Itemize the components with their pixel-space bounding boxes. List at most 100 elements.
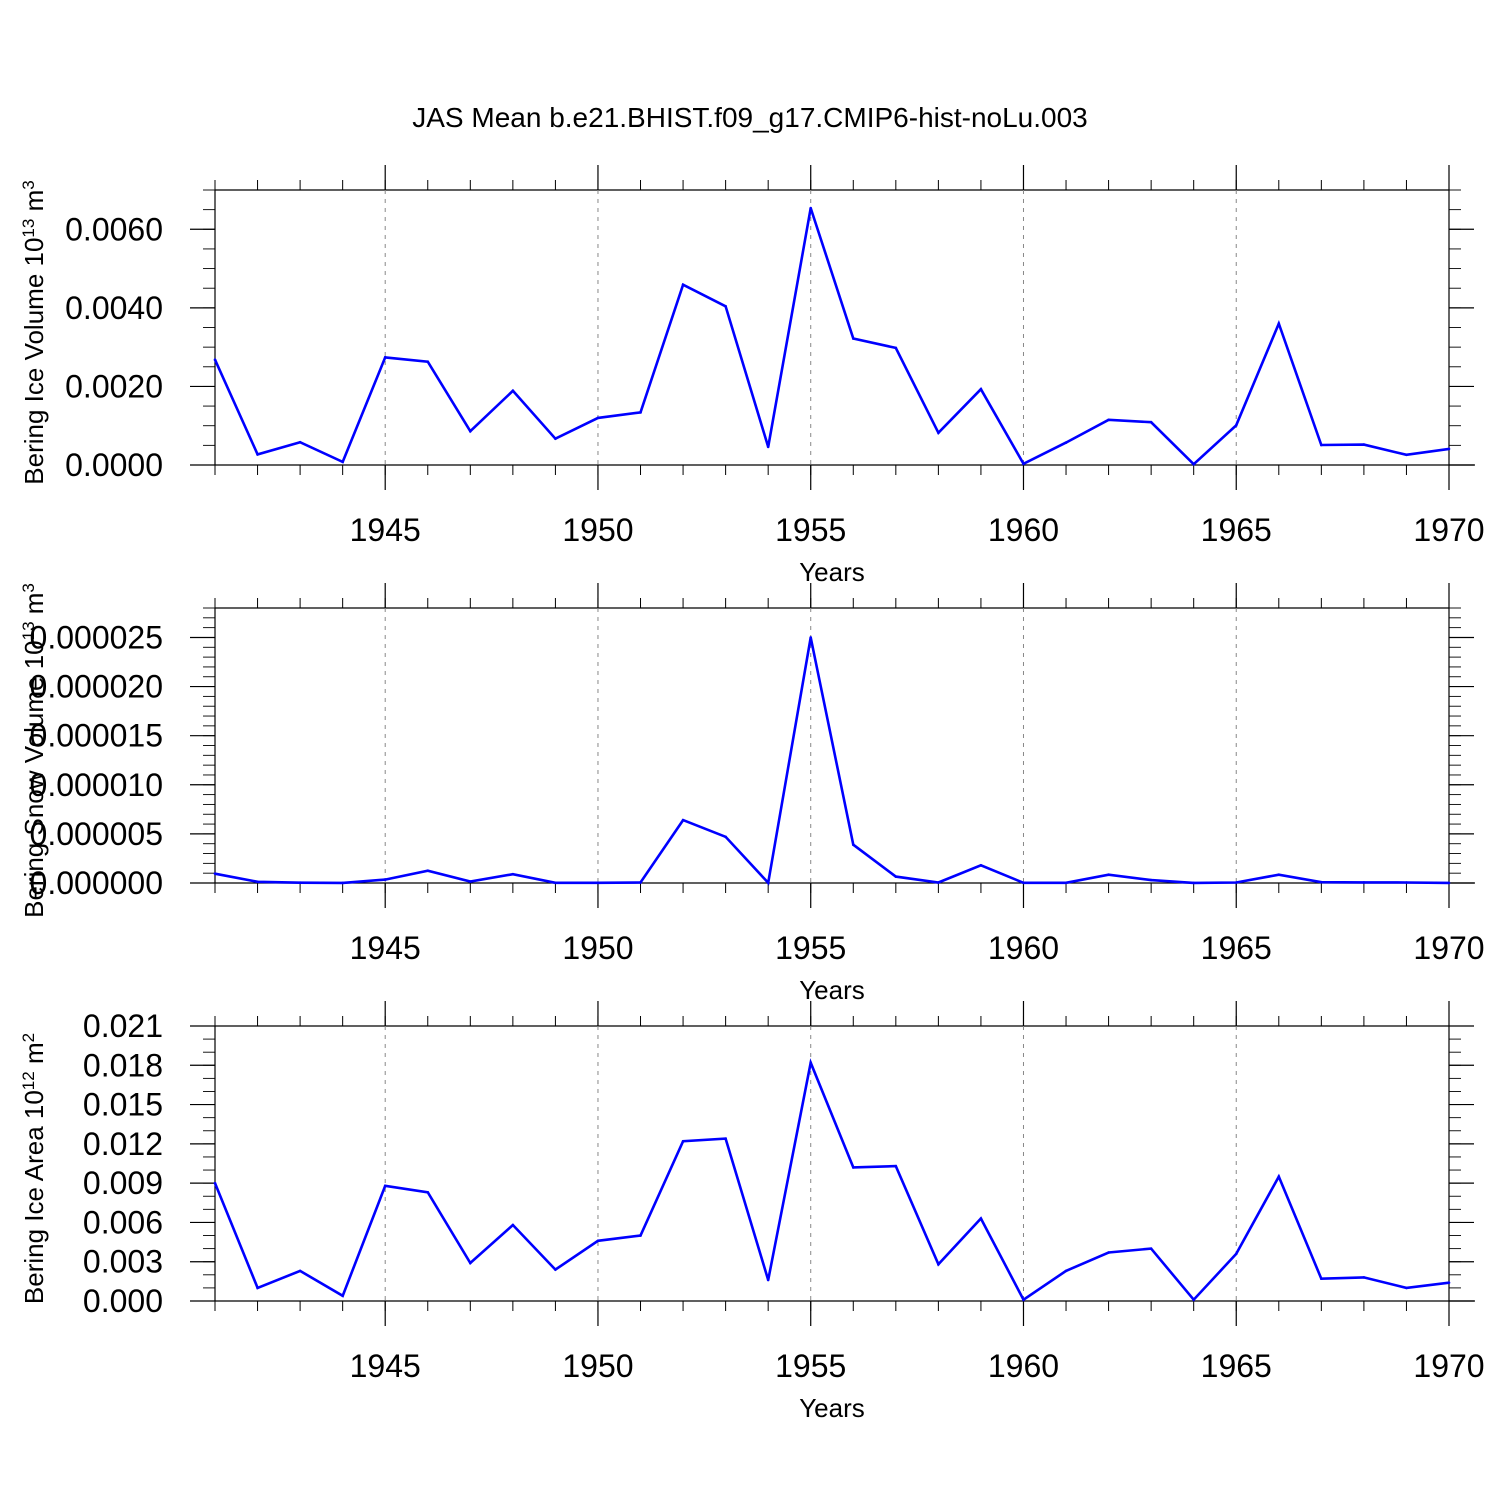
data-point — [809, 206, 813, 210]
data-point — [724, 835, 727, 839]
x-tick-label: 1955 — [775, 512, 846, 548]
data-point — [1320, 880, 1323, 884]
x-tick-label: 1945 — [350, 930, 421, 966]
data-point — [1362, 881, 1366, 884]
series-line — [213, 207, 1450, 466]
x-tick-label: 1955 — [775, 1348, 846, 1384]
data-point — [1022, 462, 1025, 466]
data-point — [894, 1164, 898, 1168]
y-tick-label: 0.006 — [83, 1204, 163, 1240]
y-axis-label-text: Bering Snow Volume 10 — [19, 640, 49, 918]
data-point — [1277, 322, 1281, 325]
y-tick-label: 0.0020 — [65, 368, 163, 404]
y-tick-label: 0.018 — [83, 1047, 163, 1083]
data-point — [1107, 418, 1110, 422]
data-point — [1192, 881, 1195, 885]
x-tick-label: 1970 — [1413, 1348, 1484, 1384]
data-point — [809, 1061, 813, 1064]
data-point — [256, 453, 259, 456]
x-tick-label: 1945 — [350, 512, 421, 548]
data-point — [851, 337, 855, 340]
x-tick-label: 1960 — [988, 512, 1059, 548]
y-axis-label-text: m — [19, 190, 49, 219]
y-tick-label: 0.0040 — [65, 290, 163, 326]
data-point — [426, 360, 430, 363]
y-tick-label: 0.000005 — [30, 816, 163, 852]
x-tick-label: 1950 — [562, 930, 633, 966]
x-tick-label: 1950 — [562, 512, 633, 548]
data-point — [979, 387, 983, 391]
x-tick-label: 1945 — [350, 1348, 421, 1384]
y-tick-label: 0.015 — [83, 1087, 163, 1123]
data-point — [511, 389, 515, 393]
data-point — [1362, 1276, 1366, 1279]
data-point — [1022, 881, 1025, 885]
data-point — [1405, 881, 1408, 884]
data-point — [554, 1268, 557, 1271]
data-point — [383, 356, 387, 359]
data-point — [1107, 873, 1110, 876]
data-point — [1234, 1252, 1238, 1256]
data-point — [1149, 420, 1153, 424]
y-tick-label: 0.000020 — [30, 669, 163, 705]
y-axis-label-exponent: 13 — [19, 219, 38, 238]
data-point — [1234, 424, 1238, 427]
data-point — [724, 304, 727, 308]
y-tick-label: 0.012 — [83, 1126, 163, 1162]
data-point — [639, 1234, 642, 1237]
data-point — [298, 881, 302, 885]
data-point — [1405, 1286, 1408, 1290]
data-point — [1192, 1298, 1195, 1301]
data-point — [1405, 453, 1408, 457]
data-point — [213, 1181, 217, 1185]
y-tick-label: 0.000010 — [30, 767, 163, 803]
data-point — [1064, 441, 1068, 444]
y-tick-label: 0.000000 — [30, 865, 163, 901]
y-axis-label-exponent: 2 — [19, 1033, 38, 1042]
data-point — [256, 1286, 259, 1290]
data-point — [639, 881, 642, 884]
data-point — [298, 1269, 302, 1273]
data-point — [1064, 1269, 1068, 1273]
y-tick-label: 0.009 — [83, 1165, 163, 1201]
y-axis-label-exponent: 13 — [19, 621, 38, 640]
data-point — [256, 880, 259, 884]
series-line — [213, 1058, 1450, 1302]
data-point — [469, 880, 472, 883]
data-point — [341, 881, 344, 885]
y-axis-label-text: Bering Ice Volume 10 — [19, 238, 49, 485]
data-point — [213, 872, 217, 875]
y-tick-label: 0.000 — [83, 1283, 163, 1319]
y-axis-label: Bering Snow Volume 1013 m3 — [19, 583, 50, 918]
data-point — [766, 881, 770, 885]
data-point — [937, 431, 940, 435]
x-axis-label: Years — [799, 557, 865, 587]
y-tick-label: 0.003 — [83, 1244, 163, 1280]
x-axis-label: Years — [799, 975, 865, 1005]
data-point — [894, 875, 898, 878]
chart-panels: 1945 1950 1955 1960 1965 1970 Years 0.0000 0.002… — [19, 165, 1485, 1423]
x-tick-label: 1970 — [1413, 512, 1484, 548]
y-tick-label: 0.0060 — [65, 211, 163, 247]
data-point — [979, 864, 983, 867]
y-tick-label: 0.021 — [83, 1008, 163, 1044]
data-point — [596, 881, 600, 885]
data-point — [341, 1294, 344, 1298]
data-point — [1362, 443, 1366, 446]
y-axis-label-text: m — [19, 593, 49, 622]
data-point — [383, 1184, 387, 1188]
y-axis-label-exponent: 12 — [19, 1071, 38, 1090]
panel-3: 1945 1950 1955 1960 1965 1970 Years 0.0000.003 0… — [19, 1001, 1485, 1423]
data-point — [596, 416, 600, 420]
data-point — [809, 636, 813, 639]
data-point — [341, 460, 344, 464]
y-axis-label-exponent: 3 — [19, 583, 38, 592]
data-point — [213, 358, 217, 362]
x-tick-label: 1970 — [1413, 930, 1484, 966]
data-point — [426, 1191, 430, 1194]
data-point — [681, 283, 685, 286]
data-point — [383, 878, 387, 881]
x-tick-label: 1965 — [1201, 930, 1272, 966]
y-tick-label: 0.000015 — [30, 718, 163, 754]
